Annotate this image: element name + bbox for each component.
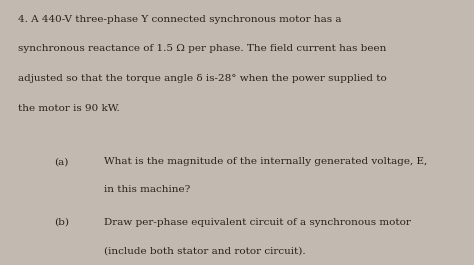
Text: the motor is 90 kW.: the motor is 90 kW. [18,104,120,113]
Text: synchronous reactance of 1.5 Ω per phase. The field current has been: synchronous reactance of 1.5 Ω per phase… [18,44,386,53]
Text: (a): (a) [55,157,69,166]
Text: (include both stator and rotor circuit).: (include both stator and rotor circuit). [104,246,306,255]
Text: What is the magnitude of the internally generated voltage, E,: What is the magnitude of the internally … [104,157,428,166]
Text: 4. A 440-V three-phase Y connected synchronous motor has a: 4. A 440-V three-phase Y connected synch… [18,15,341,24]
Text: (b): (b) [55,218,70,227]
Text: in this machine?: in this machine? [104,186,191,195]
Text: adjusted so that the torque angle δ is-28° when the power supplied to: adjusted so that the torque angle δ is-2… [18,74,387,83]
Text: Draw per-phase equivalent circuit of a synchronous motor: Draw per-phase equivalent circuit of a s… [104,218,411,227]
